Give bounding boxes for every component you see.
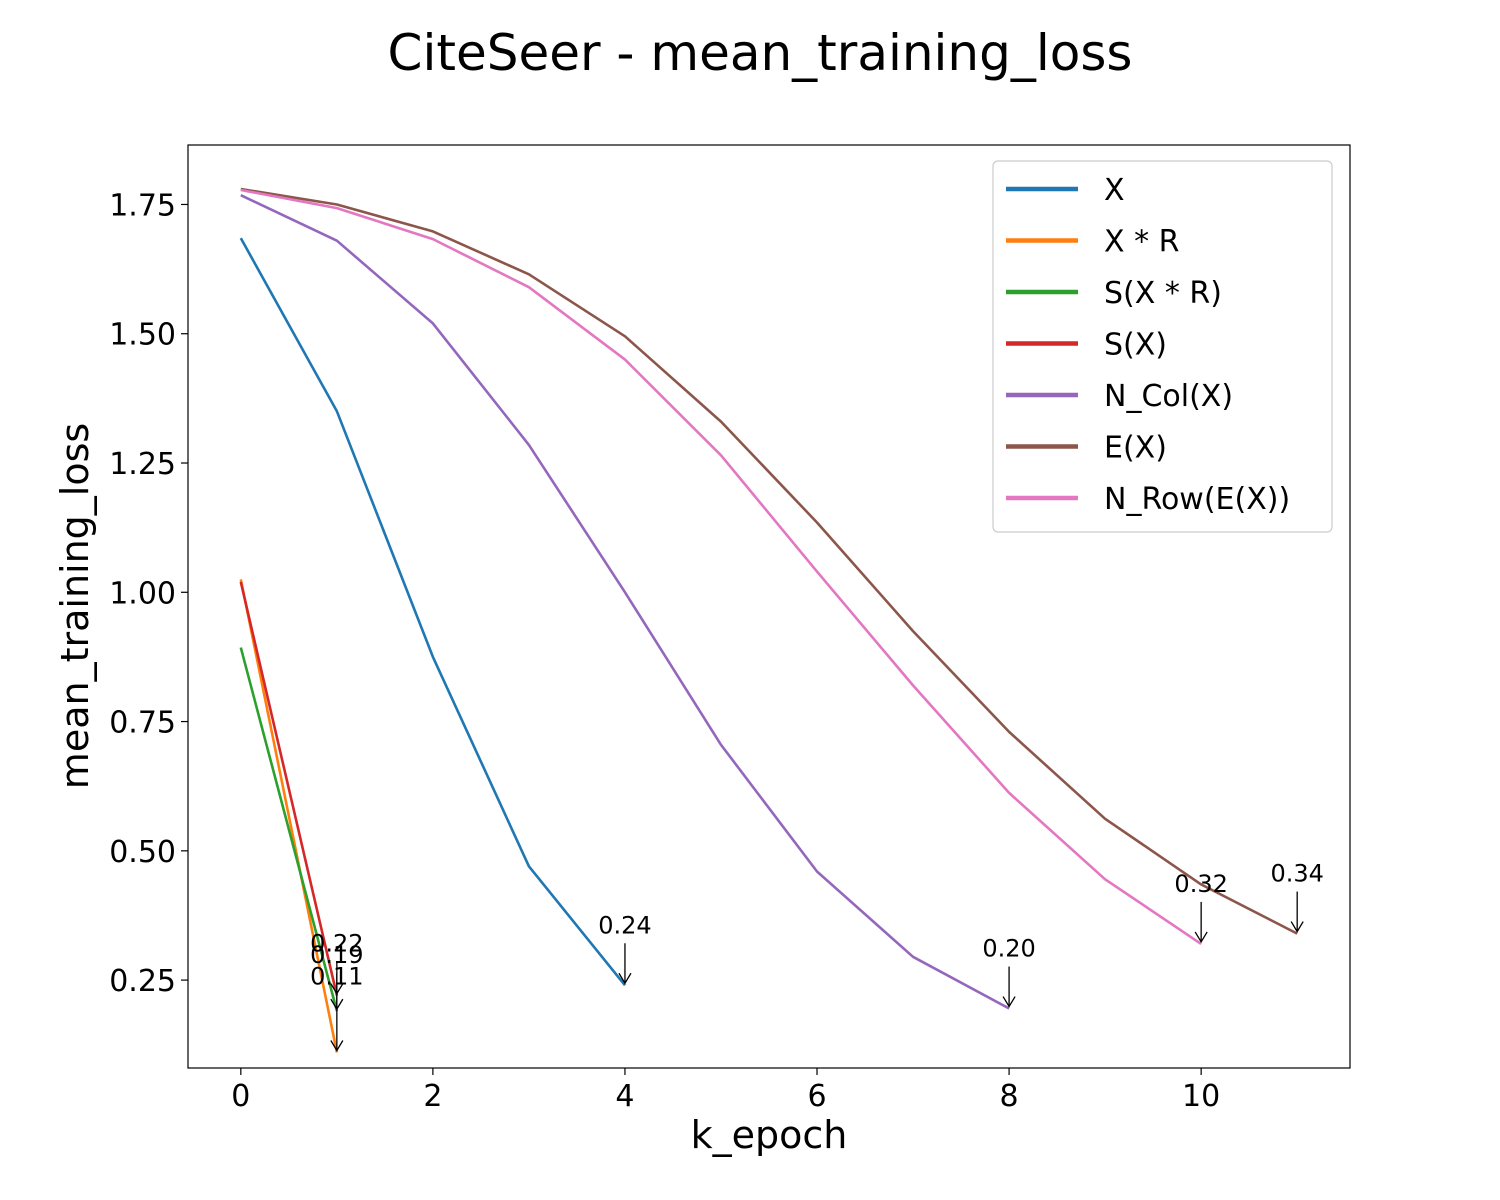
annotation-label: 0.24 bbox=[598, 911, 651, 939]
x-tick-label: 2 bbox=[423, 1079, 442, 1114]
x-tick-label: 0 bbox=[231, 1079, 250, 1114]
legend-label-e-x: E(X) bbox=[1104, 431, 1167, 466]
annotation-label: 0.22 bbox=[310, 930, 363, 958]
y-tick-label: 0.50 bbox=[109, 835, 176, 870]
x-axis-ticks: 0 2 4 6 8 10 bbox=[231, 1068, 1220, 1114]
annotation-layer: 0.220.190.11 0.24 0.20 0.32 0.34 bbox=[310, 860, 1324, 1052]
series-line-n-col-x bbox=[240, 194, 1010, 1010]
series-line-n-row-e-x bbox=[240, 188, 1202, 945]
legend-label-x: X bbox=[1104, 173, 1125, 208]
y-axis-ticks: 0.25 0.50 0.75 1.00 1.25 1.50 1.75 bbox=[109, 188, 188, 999]
annotation: 0.34 bbox=[1270, 860, 1324, 933]
annotation-label: 0.32 bbox=[1174, 870, 1227, 898]
legend-label-x-r: X * R bbox=[1104, 225, 1179, 260]
legend-label-n-col-x: N_Col(X) bbox=[1104, 379, 1233, 414]
y-tick-label: 1.00 bbox=[109, 576, 176, 611]
y-tick-label: 0.25 bbox=[109, 964, 176, 999]
y-tick-label: 1.75 bbox=[109, 188, 176, 223]
annotation-arrowhead bbox=[1290, 921, 1304, 933]
annotation: 0.24 bbox=[598, 911, 652, 985]
annotation: 0.32 bbox=[1174, 870, 1228, 944]
annotation-arrowhead bbox=[1002, 996, 1016, 1008]
series-line-s-x bbox=[239, 581, 339, 996]
annotation: 0.20 bbox=[982, 935, 1036, 1008]
x-tick-label: 4 bbox=[615, 1079, 634, 1114]
x-tick-label: 8 bbox=[1000, 1079, 1019, 1114]
chart-title: CiteSeer - mean_training_loss bbox=[388, 24, 1133, 82]
annotation-arrowhead bbox=[1194, 931, 1208, 944]
series-line-s-x-r bbox=[239, 647, 339, 1012]
annotation-arrowhead bbox=[618, 972, 632, 985]
legend: X X * R S(X * R) S(X) N_Col(X) E(X) N_Row(E(X)… bbox=[992, 160, 1333, 533]
legend-label-s-x: S(X) bbox=[1104, 328, 1167, 363]
annotation: 0.11 bbox=[310, 962, 364, 1052]
annotation-label: 0.11 bbox=[310, 962, 363, 990]
y-tick-label: 1.50 bbox=[109, 318, 176, 353]
annotation: 0.22 bbox=[310, 930, 364, 995]
series-line-x bbox=[239, 237, 627, 987]
x-tick-label: 10 bbox=[1182, 1079, 1220, 1114]
legend-label-n-row-e-x: N_Row(E(X)) bbox=[1104, 482, 1290, 517]
x-tick-label: 6 bbox=[807, 1079, 826, 1114]
series-line-x-r bbox=[239, 579, 339, 1053]
annotation-arrowhead bbox=[330, 1040, 344, 1052]
y-tick-label: 1.25 bbox=[109, 447, 176, 482]
annotation-label: 0.20 bbox=[982, 935, 1035, 963]
plot-area-frame bbox=[187, 144, 1351, 1069]
annotation: 0.19 bbox=[310, 941, 364, 1011]
y-axis-label: mean_training_loss bbox=[53, 423, 97, 789]
series-layer bbox=[239, 187, 1298, 1053]
legend-label-s-x-r: S(X * R) bbox=[1104, 276, 1222, 311]
annotation-label: 0.19 bbox=[310, 941, 363, 969]
legend-frame bbox=[992, 160, 1333, 533]
y-tick-label: 0.75 bbox=[109, 706, 176, 741]
series-line-e-x bbox=[240, 187, 1298, 935]
annotation-label: 0.34 bbox=[1270, 860, 1323, 888]
x-axis-label: k_epoch bbox=[691, 1113, 848, 1157]
